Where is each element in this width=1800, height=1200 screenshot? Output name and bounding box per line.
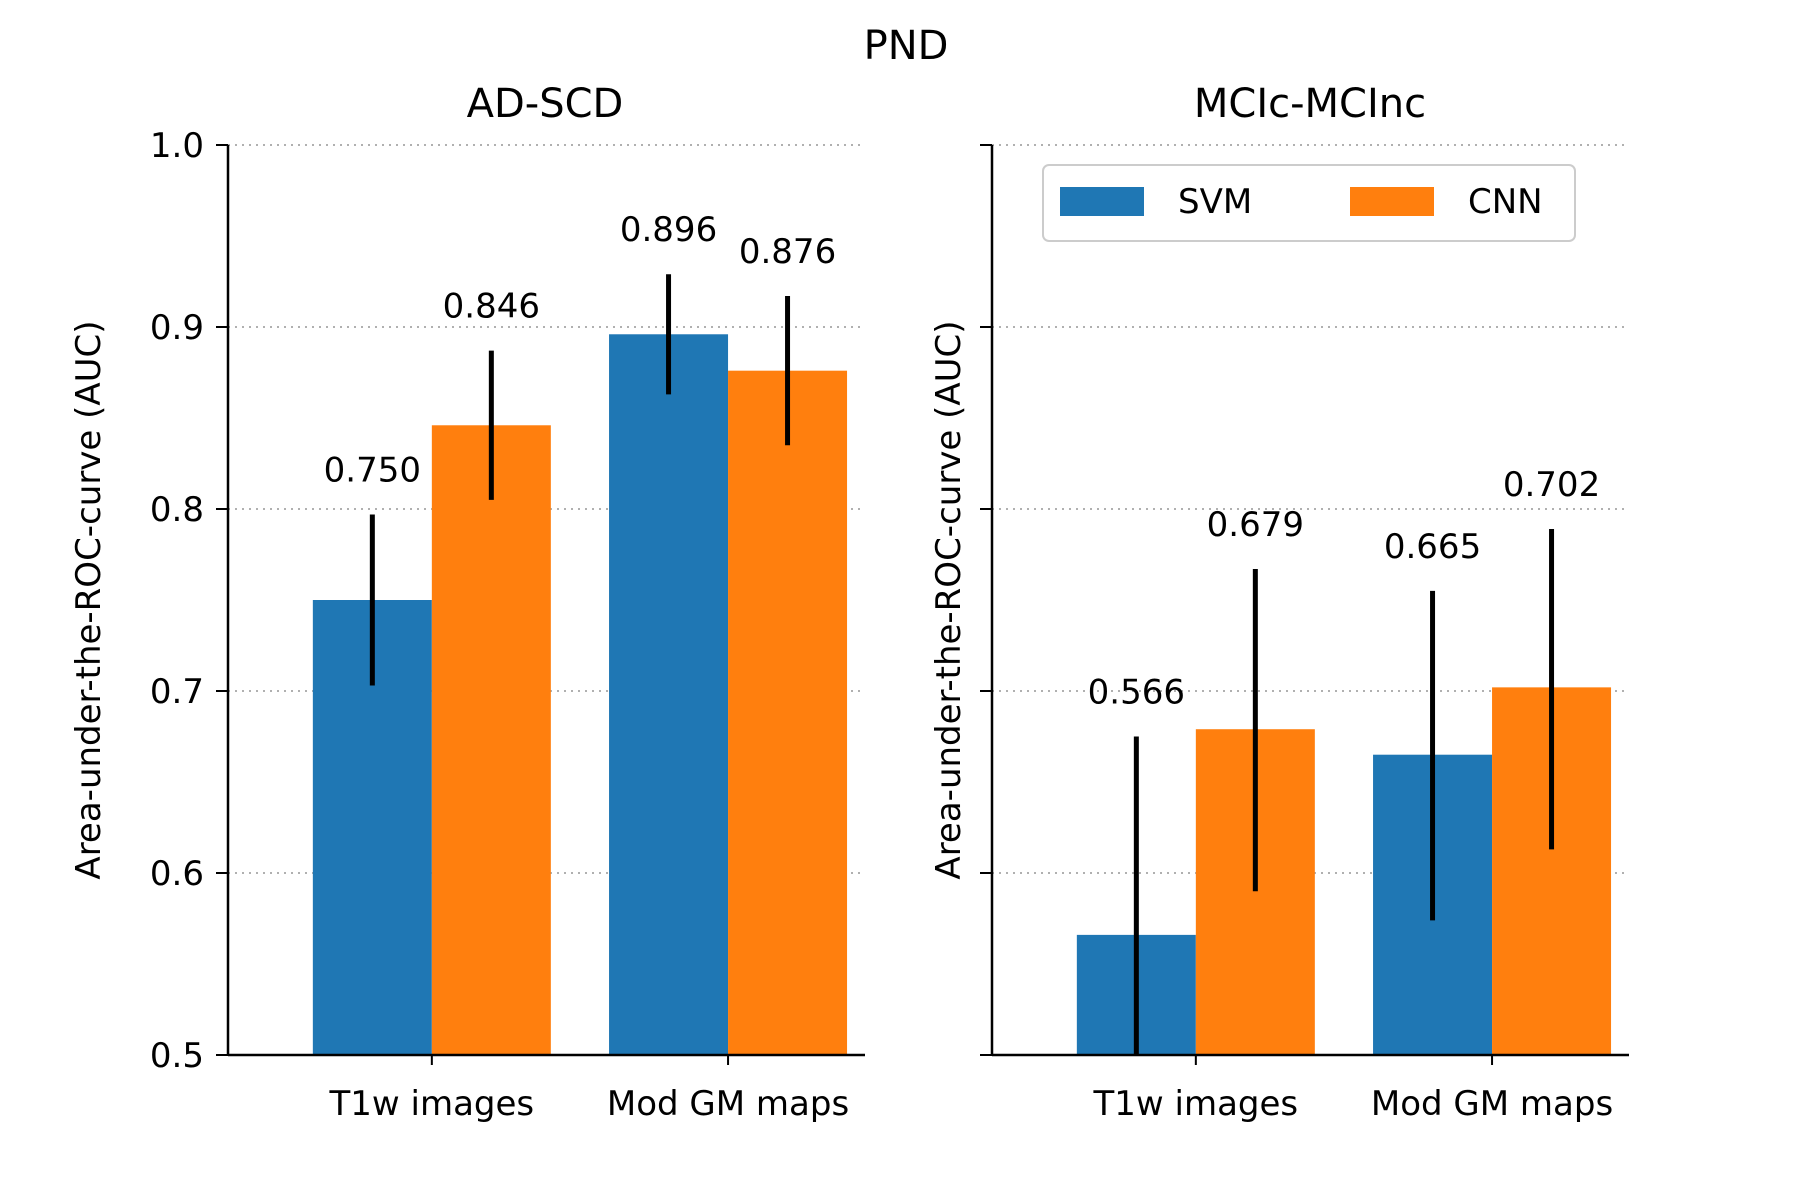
legend-swatch-svm (1060, 187, 1144, 216)
y-tick-label: 0.7 (150, 672, 204, 712)
x-tick-label: T1w images (329, 1084, 535, 1124)
legend-label: CNN (1468, 182, 1543, 222)
y-tick-label: 0.9 (150, 308, 204, 348)
chart-panels: 0.750 0.846 T1w images 0.896 0.876 Mod GM map… (69, 81, 1629, 1124)
value-label: 0.679 (1207, 505, 1304, 545)
x-tick-label: Mod GM maps (607, 1084, 849, 1124)
y-tick-label: 1.0 (150, 126, 204, 166)
panel-title: MCIc-MCInc (1194, 81, 1426, 127)
value-label: 0.876 (739, 232, 836, 272)
value-label: 0.702 (1503, 465, 1600, 505)
panel-2: 0.566 0.679 T1w images 0.665 0.702 Mod GM map… (929, 81, 1629, 1124)
y-tick-label: 0.6 (150, 854, 204, 894)
figure-title: PND (864, 23, 949, 69)
legend-swatch-cnn (1350, 187, 1434, 216)
panel-1: 0.750 0.846 T1w images 0.896 0.876 Mod GM map… (69, 81, 865, 1124)
y-tick-label: 0.5 (150, 1036, 204, 1076)
y-axis-label: Area-under-the-ROC-curve (AUC) (69, 320, 109, 879)
value-label: 0.896 (620, 210, 717, 250)
legend-label: SVM (1178, 182, 1252, 222)
y-tick-label: 0.8 (150, 490, 204, 530)
bar-cnn (728, 370, 848, 1055)
bar-svm (609, 334, 729, 1055)
y-axis-label: Area-under-the-ROC-curve (AUC) (929, 320, 969, 879)
panel-title: AD-SCD (467, 81, 624, 127)
x-tick-label: T1w images (1093, 1084, 1299, 1124)
bar-cnn (431, 425, 551, 1055)
value-label: 0.846 (443, 287, 540, 327)
x-tick-label: Mod GM maps (1371, 1084, 1613, 1124)
value-label: 0.566 (1088, 673, 1185, 713)
legend: SVM CNN (1042, 164, 1576, 242)
value-label: 0.750 (324, 450, 421, 490)
legend-frame (1042, 164, 1576, 242)
value-label: 0.665 (1384, 527, 1481, 567)
